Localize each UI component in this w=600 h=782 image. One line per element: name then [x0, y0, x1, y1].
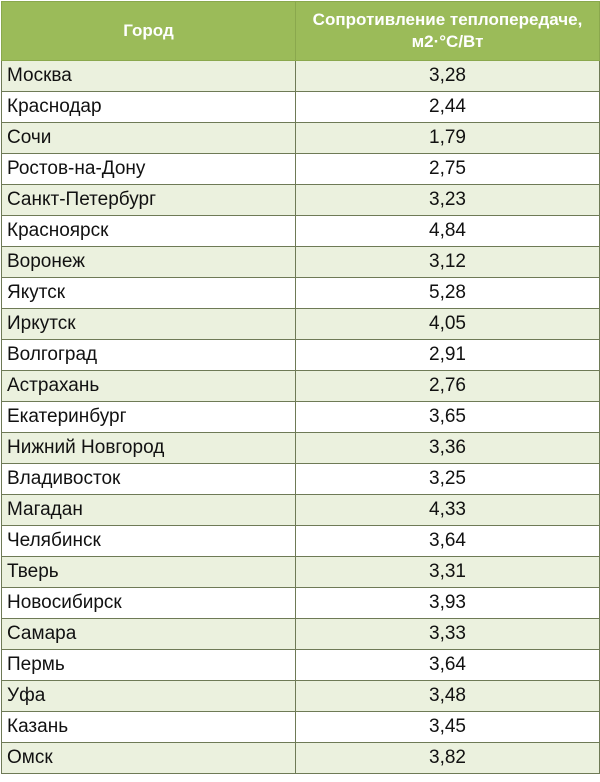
- cell-city: Магадан: [1, 494, 296, 526]
- cell-city: Якутск: [1, 277, 296, 309]
- cell-resistance: 4,33: [295, 494, 600, 526]
- cell-city: Самара: [1, 618, 296, 650]
- table-body: Москва 3,28 Краснодар 2,44 Сочи 1,79 Ростов-на…: [1, 60, 600, 774]
- table-row: Иркутск 4,05: [1, 308, 600, 340]
- cell-resistance: 3,23: [295, 184, 600, 216]
- table-row: Владивосток 3,25: [1, 463, 600, 495]
- cell-resistance: 4,84: [295, 215, 600, 247]
- table-row: Нижний Новгород 3,36: [1, 432, 600, 464]
- table-row: Челябинск 3,64: [1, 525, 600, 557]
- table-row: Волгоград 2,91: [1, 339, 600, 371]
- cell-resistance: 2,76: [295, 370, 600, 402]
- table-row: Санкт-Петербург 3,23: [1, 184, 600, 216]
- cell-city: Волгоград: [1, 339, 296, 371]
- table-row: Казань 3,45: [1, 711, 600, 743]
- table-row: Новосибирск 3,93: [1, 587, 600, 619]
- table-row: Сочи 1,79: [1, 122, 600, 154]
- table-row: Ростов-на-Дону 2,75: [1, 153, 600, 185]
- table-row: Воронеж 3,12: [1, 246, 600, 278]
- table-row: Тверь 3,31: [1, 556, 600, 588]
- cell-city: Уфа: [1, 680, 296, 712]
- cell-city: Сочи: [1, 122, 296, 154]
- cell-city: Астрахань: [1, 370, 296, 402]
- cell-resistance: 3,64: [295, 649, 600, 681]
- cell-resistance: 3,36: [295, 432, 600, 464]
- cell-resistance: 3,48: [295, 680, 600, 712]
- cell-city: Казань: [1, 711, 296, 743]
- cell-city: Красноярск: [1, 215, 296, 247]
- cell-city: Владивосток: [1, 463, 296, 495]
- cell-resistance: 3,93: [295, 587, 600, 619]
- cell-resistance: 4,05: [295, 308, 600, 340]
- table-row: Москва 3,28: [1, 60, 600, 92]
- table-header: Город Сопротивление теплопередаче, м2·°С…: [1, 1, 600, 61]
- cell-resistance: 3,45: [295, 711, 600, 743]
- table-row: Екатеринбург 3,65: [1, 401, 600, 433]
- cell-resistance: 2,75: [295, 153, 600, 185]
- cell-resistance: 3,28: [295, 60, 600, 92]
- table-row: Якутск 5,28: [1, 277, 600, 309]
- cell-resistance: 3,33: [295, 618, 600, 650]
- cell-city: Пермь: [1, 649, 296, 681]
- cell-resistance: 3,25: [295, 463, 600, 495]
- cell-city: Краснодар: [1, 91, 296, 123]
- table-row: Красноярск 4,84: [1, 215, 600, 247]
- cell-city: Новосибирск: [1, 587, 296, 619]
- table-row: Краснодар 2,44: [1, 91, 600, 123]
- table-row: Самара 3,33: [1, 618, 600, 650]
- cell-city: Ростов-на-Дону: [1, 153, 296, 185]
- cell-resistance: 5,28: [295, 277, 600, 309]
- table-row: Уфа 3,48: [1, 680, 600, 712]
- table-row: Омск 3,82: [1, 742, 600, 774]
- header-resistance: Сопротивление теплопередаче, м2·°С/Вт: [295, 1, 600, 61]
- cell-resistance: 3,82: [295, 742, 600, 774]
- cell-city: Челябинск: [1, 525, 296, 557]
- cell-city: Воронеж: [1, 246, 296, 278]
- cell-city: Иркутск: [1, 308, 296, 340]
- cell-city: Санкт-Петербург: [1, 184, 296, 216]
- header-row: Город Сопротивление теплопередаче, м2·°С…: [1, 1, 600, 61]
- cell-resistance: 2,44: [295, 91, 600, 123]
- cell-city: Москва: [1, 60, 296, 92]
- cell-resistance: 3,31: [295, 556, 600, 588]
- table-row: Астрахань 2,76: [1, 370, 600, 402]
- cell-city: Нижний Новгород: [1, 432, 296, 464]
- cell-city: Омск: [1, 742, 296, 774]
- header-city: Город: [1, 1, 296, 61]
- cell-resistance: 3,12: [295, 246, 600, 278]
- cell-city: Екатеринбург: [1, 401, 296, 433]
- cell-city: Тверь: [1, 556, 296, 588]
- cell-resistance: 2,91: [295, 339, 600, 371]
- table-row: Магадан 4,33: [1, 494, 600, 526]
- cell-resistance: 1,79: [295, 122, 600, 154]
- cell-resistance: 3,65: [295, 401, 600, 433]
- table-row: Пермь 3,64: [1, 649, 600, 681]
- cell-resistance: 3,64: [295, 525, 600, 557]
